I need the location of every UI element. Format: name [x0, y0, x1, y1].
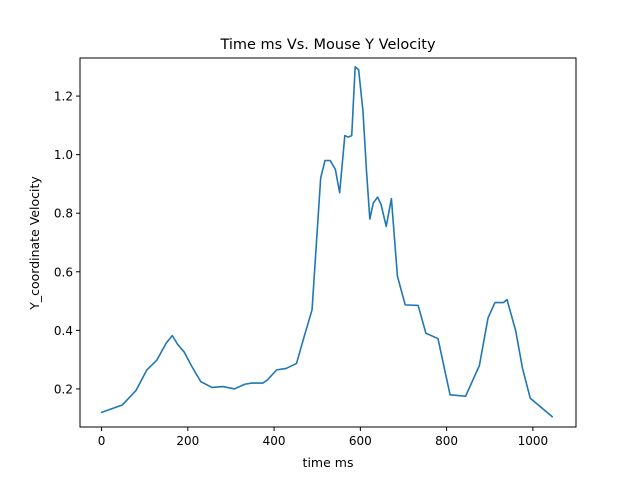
x-axis: 0 200 400 600 800 1000 [98, 427, 548, 448]
x-tick-label: 1000 [518, 434, 549, 448]
y-axis-label: Y_coordinate Velocity [27, 176, 42, 311]
x-tick-label: 600 [349, 434, 372, 448]
y-tick-label: 0.2 [54, 382, 73, 396]
x-axis-label: time ms [303, 455, 354, 470]
y-tick-label: 0.4 [54, 324, 73, 338]
plot-area [100, 65, 554, 418]
x-tick-label: 400 [263, 434, 286, 448]
axes-frame [79, 57, 577, 428]
y-tick-label: 0.8 [54, 207, 73, 221]
y-tick-label: 0.6 [54, 265, 73, 279]
y-axis: 0.2 0.4 0.6 0.8 1.0 1.2 [54, 90, 80, 396]
x-tick-label: 200 [176, 434, 199, 448]
chart-title: Time ms Vs. Mouse Y Velocity [219, 37, 435, 53]
series-line-0 [100, 65, 554, 418]
y-tick-label: 1.2 [54, 90, 73, 104]
x-tick-label: 800 [435, 434, 458, 448]
y-tick-label: 1.0 [54, 148, 73, 162]
x-tick-label: 0 [98, 434, 106, 448]
